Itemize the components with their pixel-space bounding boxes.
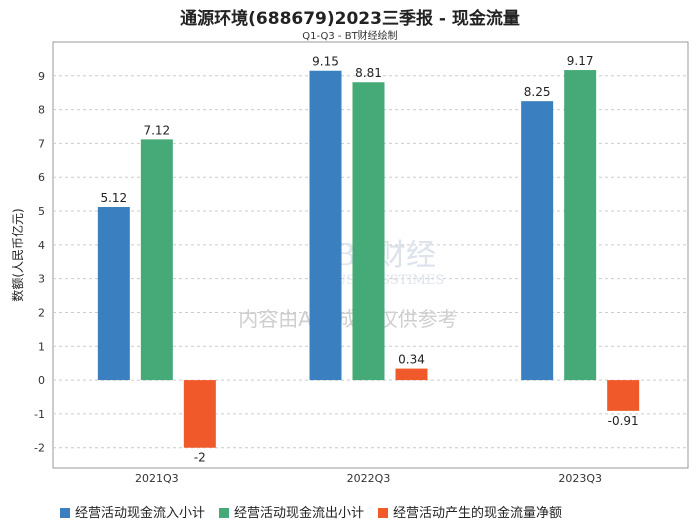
watermark-logo: BT财经 xyxy=(334,238,436,273)
data-label: 8.81 xyxy=(355,66,382,80)
data-label: 8.25 xyxy=(524,85,551,99)
x-tick-label: 2023Q3 xyxy=(558,472,602,485)
legend-item[interactable]: 经营活动现金流出小计 xyxy=(219,502,364,521)
legend-swatch xyxy=(378,508,389,518)
bar xyxy=(183,380,216,448)
y-tick-label: 9 xyxy=(38,70,45,83)
data-label: -2 xyxy=(194,451,206,465)
watermark-disclaimer: 内容由AI生成，仅供参考 xyxy=(238,307,458,331)
legend-item[interactable]: 经营活动现金流入小计 xyxy=(60,502,205,521)
legend: 经营活动现金流入小计 经营活动现金流出小计 经营活动产生的现金流量净额 xyxy=(60,502,562,521)
y-axis-label: 数额(人民币亿元) xyxy=(10,208,25,301)
y-tick-label: 5 xyxy=(38,205,45,218)
watermark-sub: BUSINESSTIMES xyxy=(326,273,445,288)
y-tick-label: -1 xyxy=(34,408,45,421)
data-label: 9.17 xyxy=(567,54,594,68)
chart-title: 通源环境(688679)2023三季报 - 现金流量 xyxy=(180,9,520,29)
chart-subtitle: Q1-Q3 - BT财经绘制 xyxy=(302,31,398,42)
x-tick-label: 2021Q3 xyxy=(135,472,179,485)
plot-frame xyxy=(52,41,689,469)
legend-label: 经营活动现金流入小计 xyxy=(75,506,206,521)
bar xyxy=(309,70,342,381)
y-tick-label: 1 xyxy=(38,340,45,353)
legend-label: 经营活动产生的现金流量净额 xyxy=(393,506,563,521)
x-tick-label: 2022Q3 xyxy=(347,472,391,485)
bar xyxy=(564,70,597,381)
y-tick-label: 3 xyxy=(38,273,45,286)
bar xyxy=(395,368,428,381)
y-tick-label: 7 xyxy=(38,137,45,150)
bar xyxy=(140,139,173,381)
legend-item[interactable]: 经营活动产生的现金流量净额 xyxy=(378,502,562,521)
legend-label: 经营活动现金流出小计 xyxy=(234,506,365,521)
data-label: 9.15 xyxy=(312,55,339,69)
y-tick-label: -2 xyxy=(34,442,45,455)
legend-swatch xyxy=(219,508,230,518)
bar xyxy=(97,206,130,381)
y-tick-label: 4 xyxy=(38,239,45,252)
data-label: 0.34 xyxy=(398,353,425,367)
y-tick-label: 6 xyxy=(38,171,45,184)
legend-swatch xyxy=(60,508,70,518)
bar xyxy=(352,82,385,381)
data-label: -0.91 xyxy=(608,414,639,428)
y-tick-label: 0 xyxy=(38,374,45,387)
y-tick-label: 8 xyxy=(38,104,45,117)
data-label: 5.12 xyxy=(100,191,127,205)
bar xyxy=(607,380,640,411)
bar xyxy=(521,101,554,381)
data-label: 7.12 xyxy=(143,123,170,137)
y-tick-label: 2 xyxy=(38,306,45,319)
